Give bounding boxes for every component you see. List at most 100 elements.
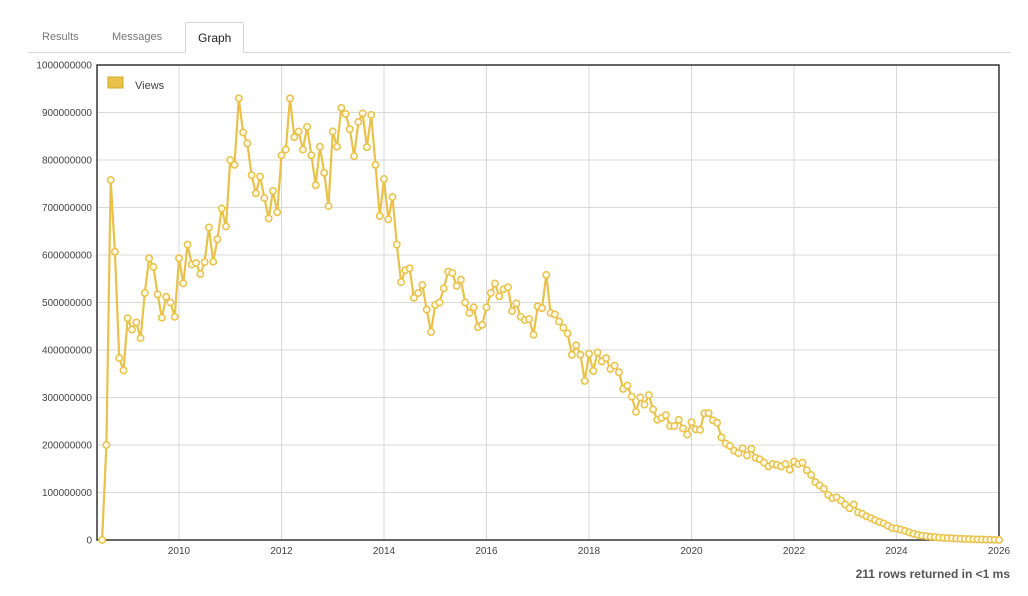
data-point [593, 348, 602, 357]
data-point [281, 145, 290, 154]
data-point [734, 449, 743, 458]
data-point [200, 258, 209, 267]
data-point [123, 314, 132, 323]
x-tick-label: 2022 [783, 546, 806, 557]
data-point [98, 536, 107, 544]
data-point [230, 160, 239, 169]
data-point [409, 293, 418, 302]
data-point [819, 484, 828, 493]
data-point [503, 283, 512, 292]
x-tick-label: 2024 [885, 546, 908, 557]
y-tick-label: 300000000 [42, 393, 92, 404]
data-point [542, 270, 551, 279]
data-point [371, 160, 380, 169]
data-point [555, 317, 564, 326]
tab-bar: Results Messages Graph [28, 22, 1010, 53]
data-point [166, 298, 175, 307]
y-tick-label: 400000000 [42, 346, 92, 357]
x-tick-label: 2018 [578, 546, 601, 557]
data-point [679, 424, 687, 433]
data-point [196, 270, 205, 278]
data-point [725, 441, 734, 450]
data-point [512, 299, 521, 308]
y-tick-label: 800000000 [42, 156, 92, 167]
data-point [209, 257, 218, 266]
data-point [529, 330, 538, 339]
data-point [687, 418, 696, 427]
data-point [175, 254, 183, 263]
data-point [392, 240, 401, 249]
data-point [145, 254, 154, 263]
data-point [482, 303, 491, 312]
data-point [713, 418, 722, 427]
data-point [286, 94, 294, 103]
data-point [738, 444, 747, 453]
data-point [495, 292, 504, 301]
data-point [128, 325, 136, 334]
data-point [435, 298, 444, 307]
data-point [106, 175, 115, 184]
y-tick-label: 700000000 [42, 203, 92, 214]
data-point [140, 289, 149, 297]
data-point [572, 341, 581, 350]
tab-messages[interactable]: Messages [112, 31, 163, 43]
data-point [456, 275, 465, 284]
data-point [478, 320, 487, 329]
data-point [610, 361, 619, 370]
data-point [328, 127, 337, 136]
data-point [674, 415, 683, 424]
x-tick-label: 2016 [475, 546, 498, 557]
data-point [132, 318, 141, 327]
chart-legend: Views [107, 76, 165, 92]
data-point [525, 315, 534, 324]
data-point [614, 368, 623, 377]
data-point [743, 451, 751, 460]
data-point [508, 307, 517, 316]
y-tick-label: 1000000000 [36, 61, 92, 72]
data-point [183, 240, 192, 249]
data-point [136, 334, 145, 343]
data-point [350, 152, 359, 161]
data-point [226, 156, 235, 164]
data-point [179, 279, 188, 288]
data-point [422, 305, 431, 314]
data-point [491, 279, 499, 288]
data-point [623, 381, 632, 390]
data-point [427, 327, 435, 336]
rows-returned-status: 211 rows returned in <1 ms [855, 567, 1010, 581]
tab-results[interactable]: Results [42, 31, 79, 43]
data-point [264, 214, 273, 223]
data-point [461, 298, 470, 307]
data-point [110, 247, 119, 256]
data-point [333, 142, 341, 151]
data-point [354, 118, 363, 126]
data-point [367, 110, 376, 119]
data-point [222, 222, 230, 231]
data-point [204, 223, 213, 232]
data-point [439, 284, 448, 293]
data-point [670, 422, 679, 430]
data-point [563, 329, 572, 338]
data-point [162, 292, 171, 301]
line-chart: 0 100000000 200000000 300000000 400000000 500… [36, 61, 1011, 558]
data-point [102, 441, 111, 449]
data-point [294, 127, 303, 136]
data-point [260, 194, 269, 202]
data-point [469, 303, 478, 312]
data-point [388, 193, 397, 202]
data-point [362, 143, 371, 152]
data-point [849, 500, 858, 509]
x-tick-label: 2026 [988, 546, 1011, 557]
data-point [337, 103, 346, 112]
data-point [380, 175, 388, 183]
y-axis: 0 100000000 200000000 300000000 400000000 500… [36, 61, 92, 547]
data-point [627, 392, 636, 401]
tab-graph[interactable]: Graph [185, 22, 245, 53]
data-point [585, 349, 593, 358]
data-point [452, 281, 461, 290]
data-point [802, 466, 811, 475]
data-point [315, 142, 324, 151]
data-point [465, 309, 474, 317]
x-axis: 2010 2012 2014 2016 2018 2020 2022 2024 2026 [168, 546, 1011, 557]
y-tick-label: 200000000 [42, 441, 92, 452]
